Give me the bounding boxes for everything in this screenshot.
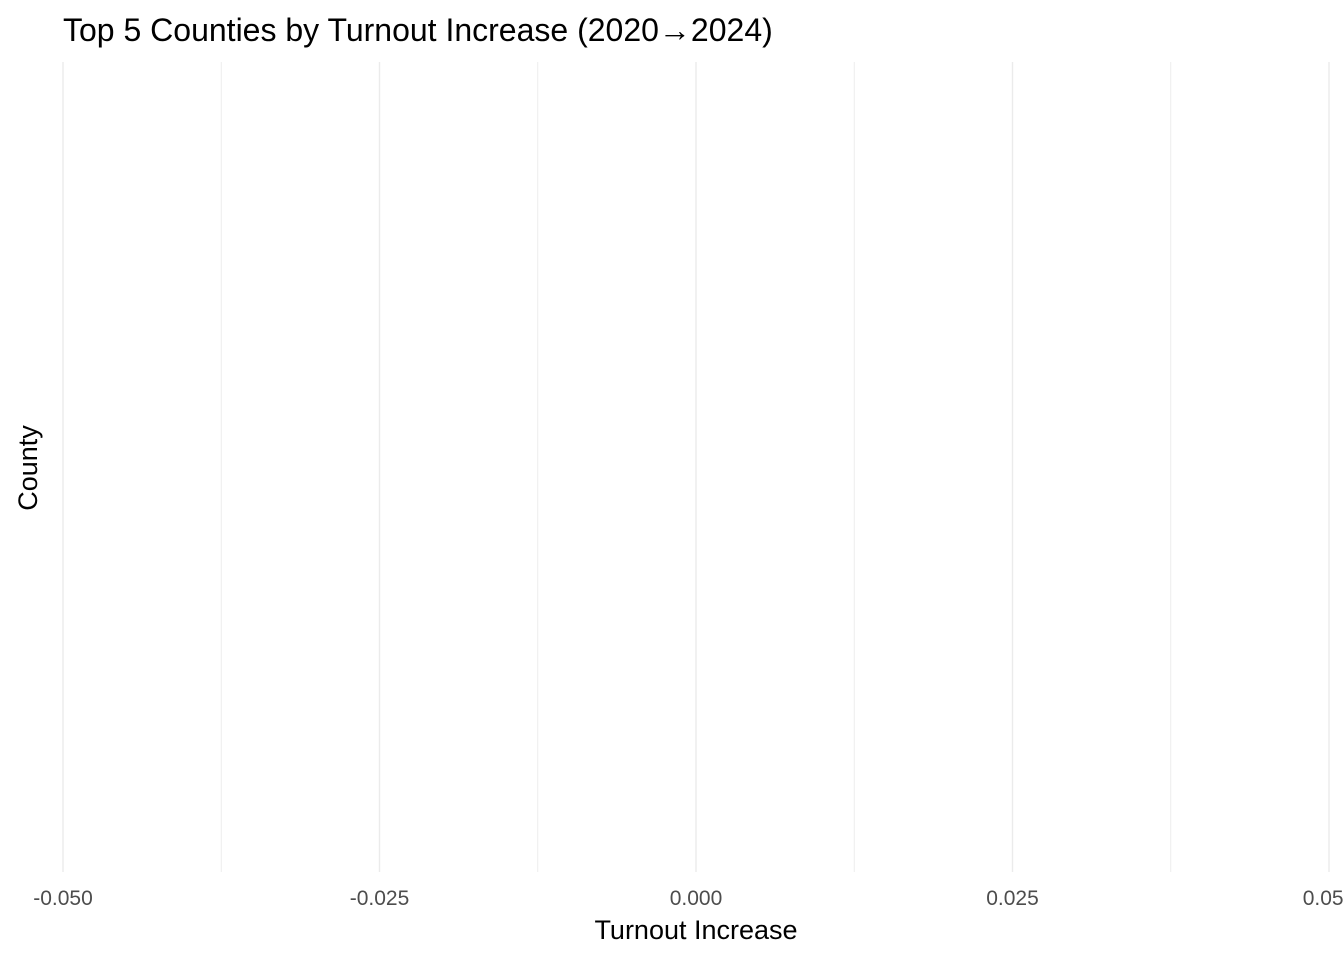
x-axis-title: Turnout Increase (594, 915, 797, 945)
x-tick-labels: -0.050 -0.025 0.000 0.025 0.050 (33, 887, 1344, 910)
y-axis-title: County (13, 425, 43, 511)
x-tick-label: 0.000 (670, 887, 723, 910)
gridlines (62, 62, 1330, 872)
x-tick-label: -0.025 (350, 887, 410, 910)
chart-title: Top 5 Counties by Turnout Increase (2020… (63, 12, 773, 48)
x-tick-label: 0.025 (986, 887, 1039, 910)
x-tick-label: 0.050 (1303, 887, 1344, 910)
x-tick-label: -0.050 (33, 887, 93, 910)
